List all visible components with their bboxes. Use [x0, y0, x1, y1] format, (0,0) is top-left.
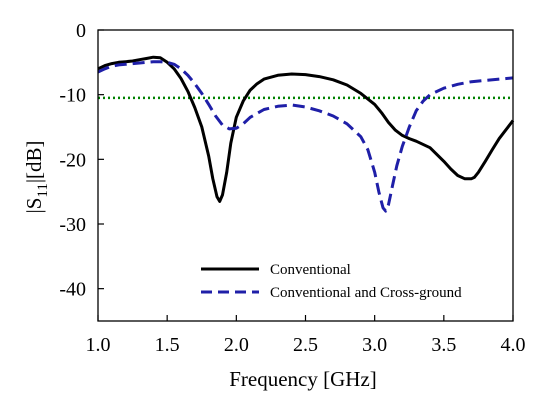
y-axis-label-main: |S [22, 198, 46, 214]
x-tick-label: 4.0 [501, 334, 526, 356]
y-tick-label: -40 [59, 279, 86, 301]
y-axis-ticks: 0 -10 -20 -30 -40 [59, 20, 104, 301]
y-axis-label: |S11|[dB] [22, 140, 51, 213]
y-axis-label-unit: |[dB] [22, 140, 46, 183]
series-layer [97, 55, 515, 213]
y-tick-label: 0 [76, 20, 86, 42]
y-tick-label: -10 [59, 85, 86, 107]
x-tick-label: 2.0 [224, 334, 249, 356]
legend: Conventional Conventional and Cross-grou… [201, 262, 462, 301]
x-tick-label: 2.5 [293, 334, 318, 356]
x-axis-label: Frequency [GHz] [229, 367, 377, 391]
series-line-cross-ground [97, 60, 514, 213]
x-tick-label: 1.5 [155, 334, 180, 356]
y-tick-label: -20 [59, 149, 86, 171]
x-tick-label: 3.5 [431, 334, 456, 356]
legend-label-conventional: Conventional [270, 262, 351, 278]
x-tick-label: 1.0 [86, 334, 111, 356]
y-tick-label: -30 [59, 214, 86, 236]
x-axis-ticks: 1.0 1.5 2.0 2.5 3.0 3.5 4.0 [86, 315, 526, 356]
series-line-conventional [97, 55, 515, 203]
y-axis-label-subscript: 11 [35, 183, 51, 197]
x-tick-label: 3.0 [362, 334, 387, 356]
legend-label-cross-ground: Conventional and Cross-ground [270, 285, 462, 301]
